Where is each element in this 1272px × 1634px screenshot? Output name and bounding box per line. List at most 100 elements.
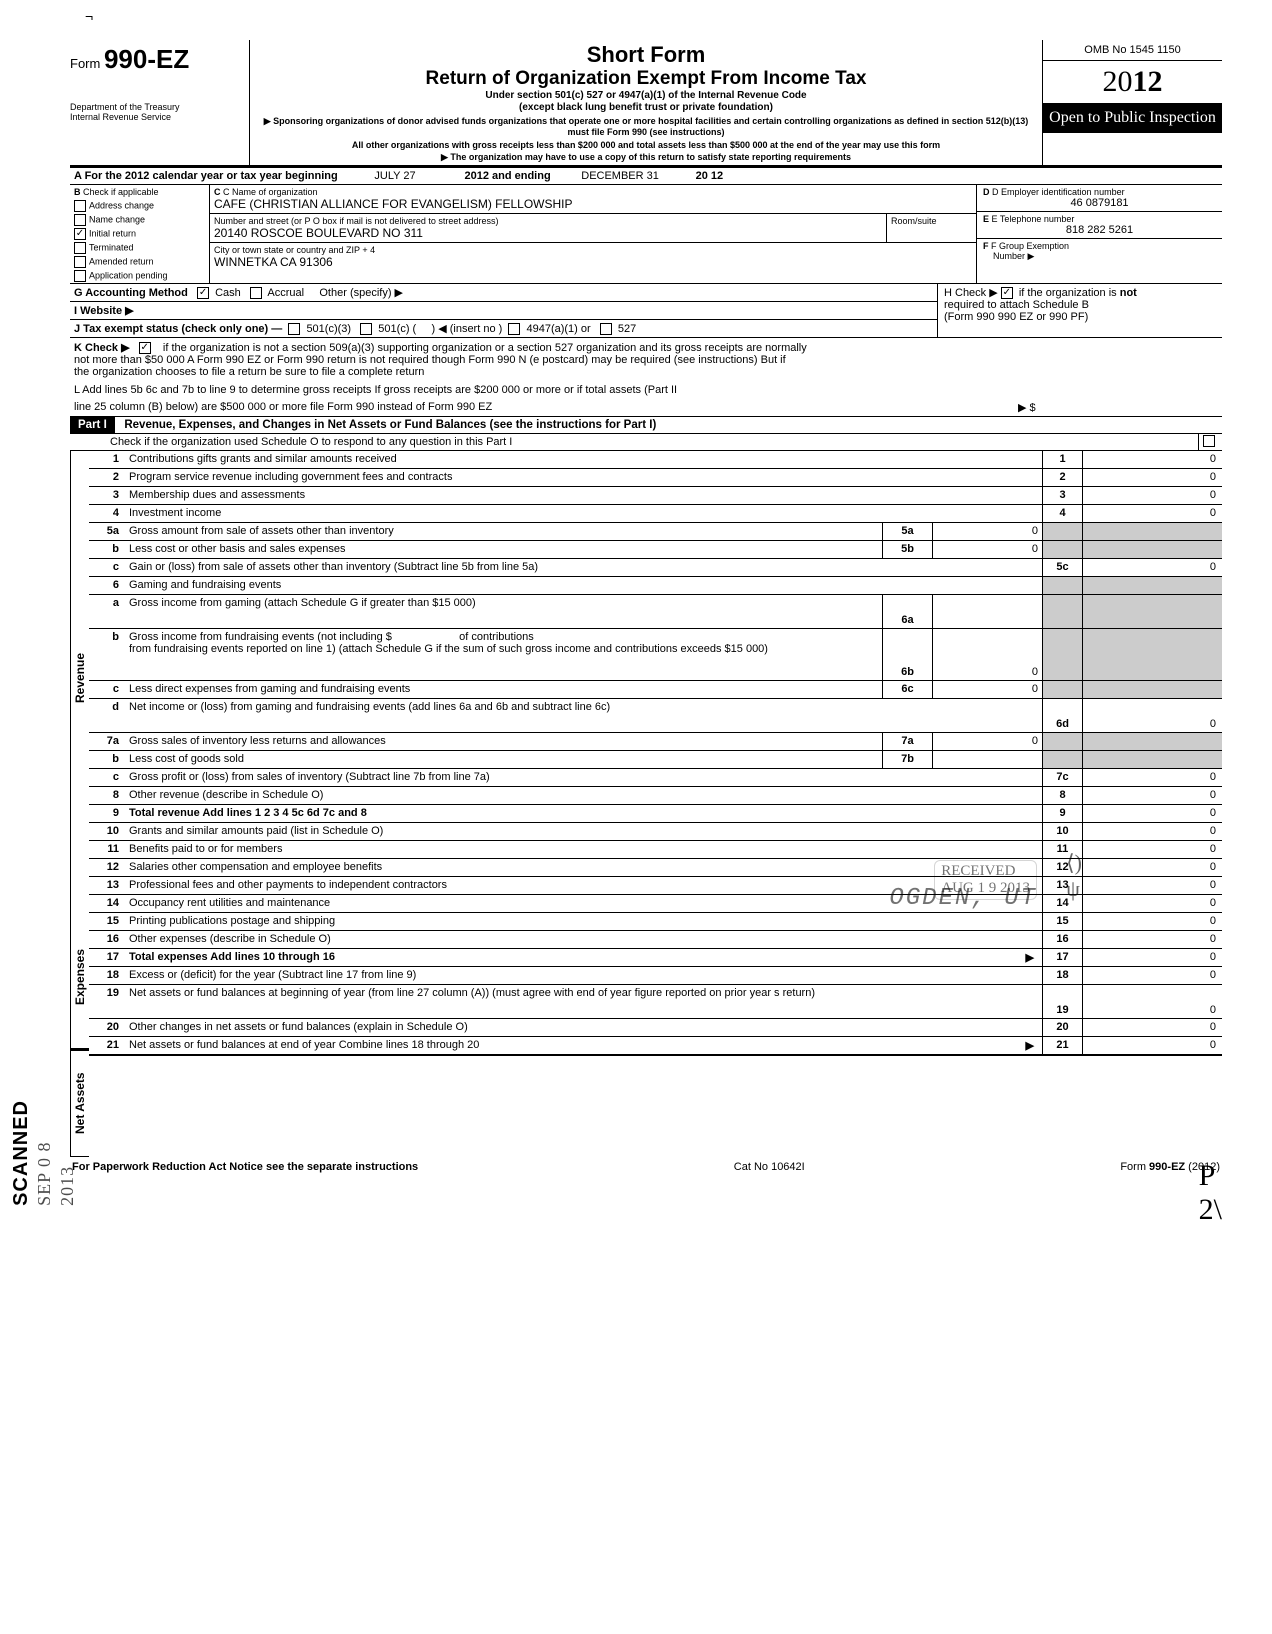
def-column: D D Employer identification number 46 08…: [977, 185, 1222, 283]
ln18-val: 0: [1082, 967, 1222, 984]
title-short-form: Short Form: [256, 42, 1036, 68]
ln12-no: 12: [89, 859, 127, 876]
ln6b-d3: from fundraising events reported on line…: [129, 643, 768, 655]
a-mid: 2012 and ending: [464, 170, 550, 182]
g-cash: Cash: [215, 287, 241, 299]
ln7c-val: 0: [1082, 769, 1222, 786]
check-accrual[interactable]: [250, 287, 262, 299]
ln6a-grey1: [1042, 595, 1082, 628]
ln6-desc: Gaming and fundraising events: [127, 577, 1042, 594]
ln5b-grey2: [1082, 541, 1222, 558]
ln7b-subval: [932, 751, 1042, 768]
ln4-val: 0: [1082, 505, 1222, 522]
ln21-arrow: ▶: [1026, 1039, 1040, 1052]
ln3-box: 3: [1042, 487, 1082, 504]
ln17-no: 17: [89, 949, 127, 966]
b-column: B Check if applicable Address change Nam…: [70, 185, 210, 283]
right-block: OMB No 1545 1150 2012 Open to Public Ins…: [1042, 40, 1222, 165]
k-block: K Check ▶ ✓ if the organization is not a…: [70, 338, 1222, 381]
ln18-box: 18: [1042, 967, 1082, 984]
check-amended[interactable]: [74, 256, 86, 268]
c-column: C C Name of organization CAFE (CHRISTIAN…: [210, 185, 977, 283]
check-501c3[interactable]: [288, 323, 300, 335]
sponsor2: All other organizations with gross recei…: [256, 140, 1036, 151]
street: 20140 ROSCOE BOULEVARD NO 311: [214, 226, 882, 240]
ln5a-subval: 0: [932, 523, 1042, 540]
ln6d-no: d: [89, 699, 127, 732]
check-address[interactable]: [74, 200, 86, 212]
footer-mid: Cat No 10642I: [734, 1161, 805, 1173]
ln6a-subval: [932, 595, 1042, 628]
city: WINNETKA CA 91306: [214, 255, 972, 269]
ln7c-desc: Gross profit or (loss) from sales of inv…: [127, 769, 1042, 786]
ln16-no: 16: [89, 931, 127, 948]
row-a: A For the 2012 calendar year or tax year…: [70, 168, 1222, 185]
ln15-val: 0: [1082, 913, 1222, 930]
ln5c-box: 5c: [1042, 559, 1082, 576]
ln7a-grey1: [1042, 733, 1082, 750]
ln15-no: 15: [89, 913, 127, 930]
f-label: F Group Exemption: [991, 241, 1069, 251]
ln4-box: 4: [1042, 505, 1082, 522]
check-pending[interactable]: [74, 270, 86, 282]
check-527[interactable]: [600, 323, 612, 335]
b-name: Name change: [89, 215, 145, 225]
a-end: DECEMBER 31: [581, 170, 659, 182]
ln7b-grey2: [1082, 751, 1222, 768]
dept-line2: Internal Revenue Service: [70, 113, 243, 123]
j-label: J Tax exempt status (check only one) —: [74, 323, 282, 335]
initials-stamp: ⟨)ψ: [1066, 850, 1082, 902]
h-1b: if the organization is: [1019, 287, 1117, 299]
ln20-desc: Other changes in net assets or fund bala…: [127, 1019, 1042, 1036]
open-to-public: Open to Public Inspection: [1043, 103, 1222, 133]
ln7b-no: b: [89, 751, 127, 768]
ln7b-grey1: [1042, 751, 1082, 768]
h-not: not: [1120, 287, 1137, 299]
l-text2: line 25 column (B) below) are $500 000 o…: [74, 401, 1018, 414]
d-label: D Employer identification number: [992, 187, 1125, 197]
ln8-box: 8: [1042, 787, 1082, 804]
check-initial[interactable]: ✓: [74, 228, 86, 240]
ln6a-no: a: [89, 595, 127, 628]
ln6c-sub: 6c: [882, 681, 932, 698]
check-term[interactable]: [74, 242, 86, 254]
check-k[interactable]: ✓: [139, 342, 151, 354]
ln5a-grey1: [1042, 523, 1082, 540]
b-initial: Initial return: [89, 229, 136, 239]
g-other: Other (specify) ▶: [319, 287, 403, 299]
b-term: Terminated: [89, 243, 134, 253]
j-a: 501(c)(3): [306, 323, 351, 335]
ln3-desc: Membership dues and assessments: [127, 487, 1042, 504]
ln9-no: 9: [89, 805, 127, 822]
j-b: 501(c) (: [378, 323, 416, 335]
check-h[interactable]: ✓: [1001, 287, 1013, 299]
ln16-desc: Other expenses (describe in Schedule O): [127, 931, 1042, 948]
ln6c-desc: Less direct expenses from gaming and fun…: [127, 681, 882, 698]
ln5b-desc: Less cost or other basis and sales expen…: [127, 541, 882, 558]
ln6a-grey2: [1082, 595, 1222, 628]
h-block: H Check ▶ ✓ if the organization is not r…: [937, 284, 1222, 338]
ln20-no: 20: [89, 1019, 127, 1036]
form-header: Form 990-EZ Department of the Treasury I…: [70, 40, 1222, 168]
ln6d-box: 6d: [1042, 699, 1082, 732]
k-text3: the organization chooses to file a retur…: [74, 366, 424, 378]
check-name[interactable]: [74, 214, 86, 226]
footer-left: For Paperwork Reduction Act Notice see t…: [72, 1161, 418, 1173]
check-501c[interactable]: [360, 323, 372, 335]
ln7a-no: 7a: [89, 733, 127, 750]
ln19-val: 0: [1082, 985, 1222, 1018]
ln8-val: 0: [1082, 787, 1222, 804]
ln12-desc: Salaries other compensation and employee…: [127, 859, 1042, 876]
part1-header: Part I Revenue, Expenses, and Changes in…: [70, 417, 1222, 434]
check-4947[interactable]: [508, 323, 520, 335]
ln5b-subval: 0: [932, 541, 1042, 558]
ln7a-sub: 7a: [882, 733, 932, 750]
ln7a-desc: Gross sales of inventory less returns an…: [127, 733, 882, 750]
check-cash[interactable]: ✓: [197, 287, 209, 299]
ln5a-grey2: [1082, 523, 1222, 540]
ln5a-sub: 5a: [882, 523, 932, 540]
ln15-desc: Printing publications postage and shippi…: [127, 913, 1042, 930]
h-1a: H Check ▶: [944, 287, 998, 299]
check-part1-schedo[interactable]: [1203, 435, 1215, 447]
ln6b-grey2: [1082, 629, 1222, 680]
